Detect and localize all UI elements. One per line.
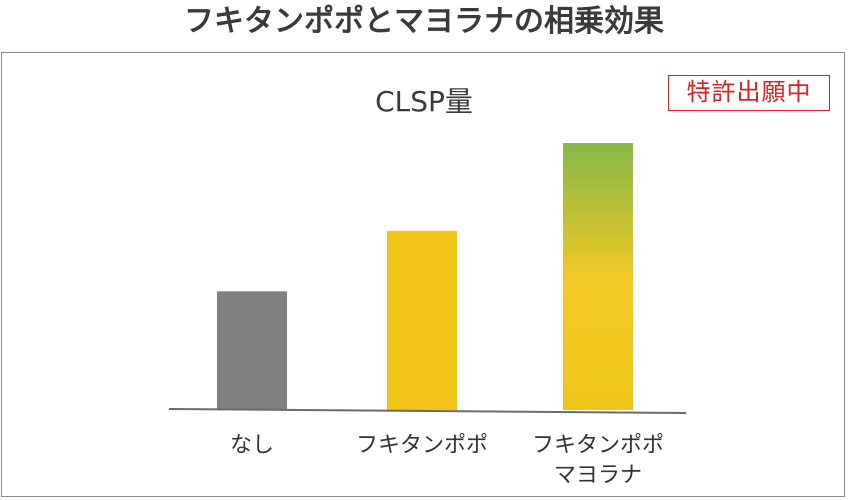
x-axis [168, 408, 687, 414]
bar-none [217, 291, 287, 410]
category-label-fukitanpopo: フキタンポポ [356, 433, 488, 458]
category-labels: なし フキタンポポ フキタンポポマヨラナ [230, 433, 664, 488]
category-label-none: なし [230, 433, 274, 458]
bar-fukitanpopo-majorana [563, 143, 633, 410]
category-label-fukitanpopo-majorana: フキタンポポマヨラナ [532, 433, 664, 488]
patent-pending-badge: 特許出願中 [668, 75, 830, 111]
chart-title: CLSP量 [375, 85, 473, 118]
page-title: フキタンポポとマヨラナの相乗効果 [184, 4, 664, 39]
bar-fukitanpopo [387, 230, 457, 410]
bars-group [217, 143, 633, 410]
